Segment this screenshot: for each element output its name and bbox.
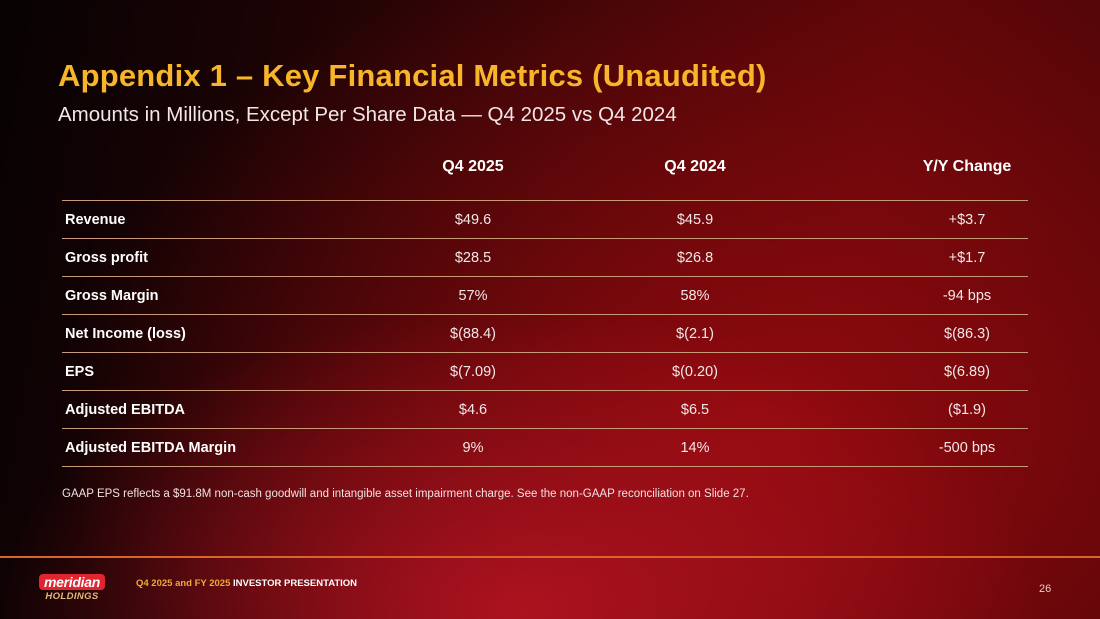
footnote: GAAP EPS reflects a $91.8M non-cash good…	[62, 488, 749, 500]
footer-divider	[0, 556, 1100, 558]
column-header-q4-2024: Q4 2024	[664, 158, 726, 175]
cell-q4-2025: $(88.4)	[450, 326, 496, 342]
financial-metrics-table: Q4 2025 Q4 2024 Y/Y Change Revenue $49.6 $…	[62, 150, 1028, 467]
table-row: EPS $(7.09) $(0.20) $(6.89)	[62, 352, 1028, 390]
company-logo: meridian HOLDINGS	[39, 574, 105, 602]
cell-q4-2024: 58%	[680, 288, 710, 304]
cell-q4-2025: $28.5	[454, 250, 492, 266]
table-row: Net Income (loss) $(88.4) $(2.1) $(86.3)	[62, 314, 1028, 352]
row-label: Gross Margin	[65, 288, 159, 304]
table-row: Adjusted EBITDA $4.6 $6.5 ($1.9)	[62, 390, 1028, 428]
cell-q4-2025: $49.6	[454, 212, 492, 228]
table-row: Revenue $49.6 $45.9 +$3.7	[62, 200, 1028, 238]
table-header: Q4 2025 Q4 2024 Y/Y Change	[62, 150, 1028, 200]
presentation-name: Q4 2025 and FY 2025 INVESTOR PRESENTATIO…	[136, 578, 357, 589]
table-row: Adjusted EBITDA Margin 9% 14% -500 bps	[62, 428, 1028, 467]
presentation-period: Q4 2025 and FY 2025	[136, 578, 231, 589]
row-label: EPS	[65, 364, 95, 380]
logo-wordmark: meridian	[39, 574, 105, 590]
cell-yy-change: $(86.3)	[944, 326, 990, 342]
presentation-label: INVESTOR PRESENTATION	[230, 578, 358, 589]
row-label: Adjusted EBITDA Margin	[65, 440, 237, 456]
cell-yy-change: -94 bps	[942, 288, 992, 304]
logo-subtext: HOLDINGS	[45, 591, 99, 602]
cell-q4-2024: $(0.20)	[672, 364, 718, 380]
table-row: Gross Margin 57% 58% -94 bps	[62, 276, 1028, 314]
row-label: Net Income (loss)	[65, 326, 186, 342]
row-label: Gross profit	[65, 250, 148, 266]
cell-q4-2025: $(7.09)	[450, 364, 496, 380]
column-header-yy-change: Y/Y Change	[922, 158, 1012, 175]
slide-title: Appendix 1 – Key Financial Metrics (Unau…	[58, 58, 767, 93]
cell-q4-2024: $45.9	[676, 212, 714, 228]
column-header-q4-2025: Q4 2025	[442, 158, 504, 175]
cell-q4-2025: 9%	[462, 440, 484, 456]
cell-yy-change: ($1.9)	[948, 402, 986, 418]
cell-yy-change: -500 bps	[938, 440, 996, 456]
cell-yy-change: +$3.7	[948, 212, 986, 228]
cell-q4-2024: $(2.1)	[676, 326, 714, 342]
cell-q4-2025: 57%	[458, 288, 488, 304]
cell-q4-2024: $6.5	[680, 402, 710, 418]
row-label: Revenue	[65, 212, 126, 228]
page-number: 26	[1039, 583, 1052, 595]
slide-subtitle: Amounts in Millions, Except Per Share Da…	[58, 103, 677, 126]
cell-yy-change: +$1.7	[948, 250, 986, 266]
cell-q4-2024: $26.8	[676, 250, 714, 266]
table-row: Gross profit $28.5 $26.8 +$1.7	[62, 238, 1028, 276]
cell-yy-change: $(6.89)	[944, 364, 990, 380]
row-label: Adjusted EBITDA	[65, 402, 186, 418]
cell-q4-2024: 14%	[680, 440, 710, 456]
cell-q4-2025: $4.6	[458, 402, 488, 418]
